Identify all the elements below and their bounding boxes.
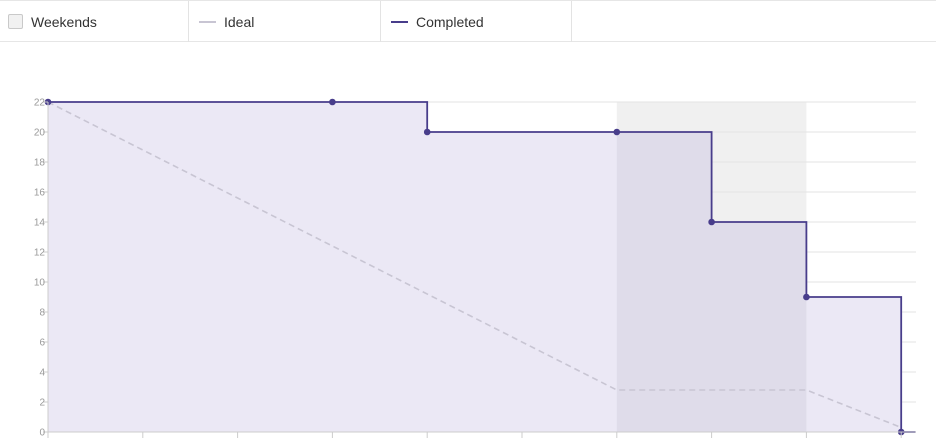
y-tick-label: 0 — [39, 428, 45, 439]
y-axis: 0 2 4 6 8 10 12 14 16 18 20 22 — [34, 98, 49, 439]
weekends-swatch-icon — [8, 14, 23, 29]
completed-point — [708, 218, 715, 226]
legend-completed-label: Completed — [416, 13, 484, 30]
x-axis — [47, 431, 916, 438]
y-tick-label: 6 — [39, 338, 45, 349]
completed-series — [44, 98, 916, 436]
legend: Weekends Ideal Completed — [0, 0, 936, 42]
legend-ideal-label: Ideal — [224, 13, 255, 30]
completed-line — [48, 101, 916, 433]
ideal-line — [47, 101, 902, 429]
legend-weekends-label: Weekends — [31, 13, 97, 30]
completed-point — [613, 128, 621, 136]
y-tick-label: 16 — [34, 188, 46, 199]
ideal-line-icon — [199, 20, 216, 23]
ideal-series — [47, 101, 902, 429]
y-tick-label: 18 — [34, 158, 46, 169]
y-tick-label: 2 — [39, 398, 45, 409]
completed-point — [329, 98, 336, 106]
y-tick-label: 20 — [34, 128, 46, 139]
y-tick-label: 12 — [34, 248, 46, 259]
completed-point — [803, 293, 810, 301]
y-tick-label: 22 — [34, 98, 46, 109]
legend-item-weekends[interactable]: Weekends — [0, 1, 189, 42]
y-tick-label: 10 — [34, 278, 46, 289]
legend-item-completed[interactable]: Completed — [381, 1, 572, 42]
y-tick-label: 14 — [34, 218, 46, 229]
completed-line-icon — [391, 20, 408, 23]
y-tick-label: 8 — [39, 308, 45, 319]
y-tick-label: 4 — [39, 368, 45, 379]
legend-item-ideal[interactable]: Ideal — [189, 1, 381, 42]
completed-point — [423, 128, 431, 136]
